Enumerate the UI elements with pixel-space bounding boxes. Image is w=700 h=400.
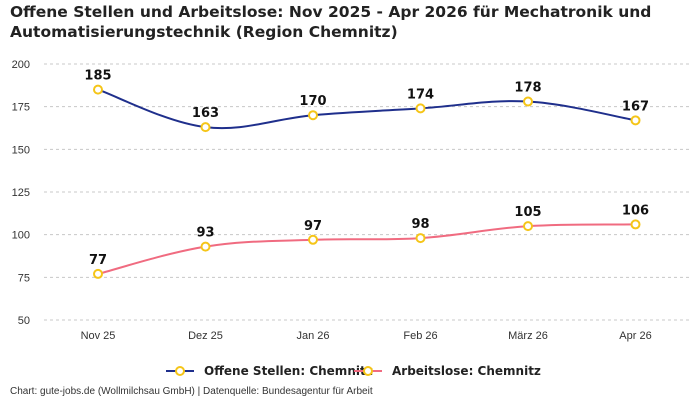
data-label: 178	[514, 81, 541, 96]
data-label: 170	[299, 94, 326, 109]
grid-lines	[44, 63, 692, 321]
legend-item-label[interactable]: Offene Stellen: Chemnitz	[204, 364, 373, 378]
y-tick-label: 200	[12, 59, 30, 71]
data-label: 106	[622, 203, 649, 218]
data-points	[93, 84, 641, 279]
data-point[interactable]	[308, 234, 318, 245]
x-tick-label: Jan 26	[296, 330, 329, 342]
data-point[interactable]	[200, 122, 211, 133]
data-label: 174	[407, 87, 434, 102]
data-point[interactable]	[415, 233, 426, 244]
chart-title: Offene Stellen und Arbeitslose: Nov 2025…	[10, 3, 652, 41]
data-label: 167	[622, 99, 649, 114]
x-tick-label: Feb 26	[403, 330, 437, 342]
x-tick-label: Apr 26	[619, 330, 651, 342]
x-axis-ticks: Nov 25 Dez 25 Jan 26 Feb 26 März 26 Apr 26	[81, 330, 652, 342]
x-tick-label: März 26	[508, 330, 548, 342]
data-point[interactable]	[308, 110, 318, 121]
data-label: 98	[411, 217, 429, 232]
data-labels: 185 163 170 174 178 167 77 93 97 98 105 106	[84, 69, 649, 268]
y-tick-label: 175	[12, 102, 30, 114]
data-point[interactable]	[93, 268, 103, 279]
y-tick-label: 75	[18, 272, 30, 284]
y-tick-label: 125	[12, 187, 30, 199]
data-label: 105	[514, 205, 541, 220]
series-line-2	[97, 223, 636, 275]
data-label: 97	[304, 219, 322, 234]
y-tick-label: 100	[12, 230, 30, 242]
y-tick-label: 150	[12, 144, 30, 156]
series-lines	[97, 88, 636, 275]
series-line-1	[97, 88, 636, 130]
legend: Offene Stellen: Chemnitz Arbeitslose: Che…	[166, 364, 541, 378]
y-tick-label: 50	[18, 315, 30, 327]
x-tick-label: Dez 25	[188, 330, 223, 342]
data-point[interactable]	[523, 96, 533, 107]
legend-marker	[175, 366, 185, 376]
legend-item-label[interactable]: Arbeitslose: Chemnitz	[392, 364, 541, 378]
data-point[interactable]	[200, 241, 211, 252]
data-label: 77	[89, 253, 107, 268]
data-label: 185	[84, 69, 111, 84]
data-point[interactable]	[630, 115, 641, 126]
chart-credit: Chart: gute-jobs.de (Wollmilchsau GmbH) …	[10, 386, 373, 397]
data-point[interactable]	[415, 103, 426, 114]
data-point[interactable]	[93, 84, 103, 95]
data-label: 163	[192, 106, 219, 121]
data-point[interactable]	[630, 219, 641, 230]
data-label: 93	[196, 226, 214, 241]
y-axis-ticks: 50 75 100 125 150 175 200	[12, 59, 30, 327]
data-point[interactable]	[523, 221, 533, 232]
legend-marker	[363, 366, 373, 376]
x-tick-label: Nov 25	[81, 330, 116, 342]
